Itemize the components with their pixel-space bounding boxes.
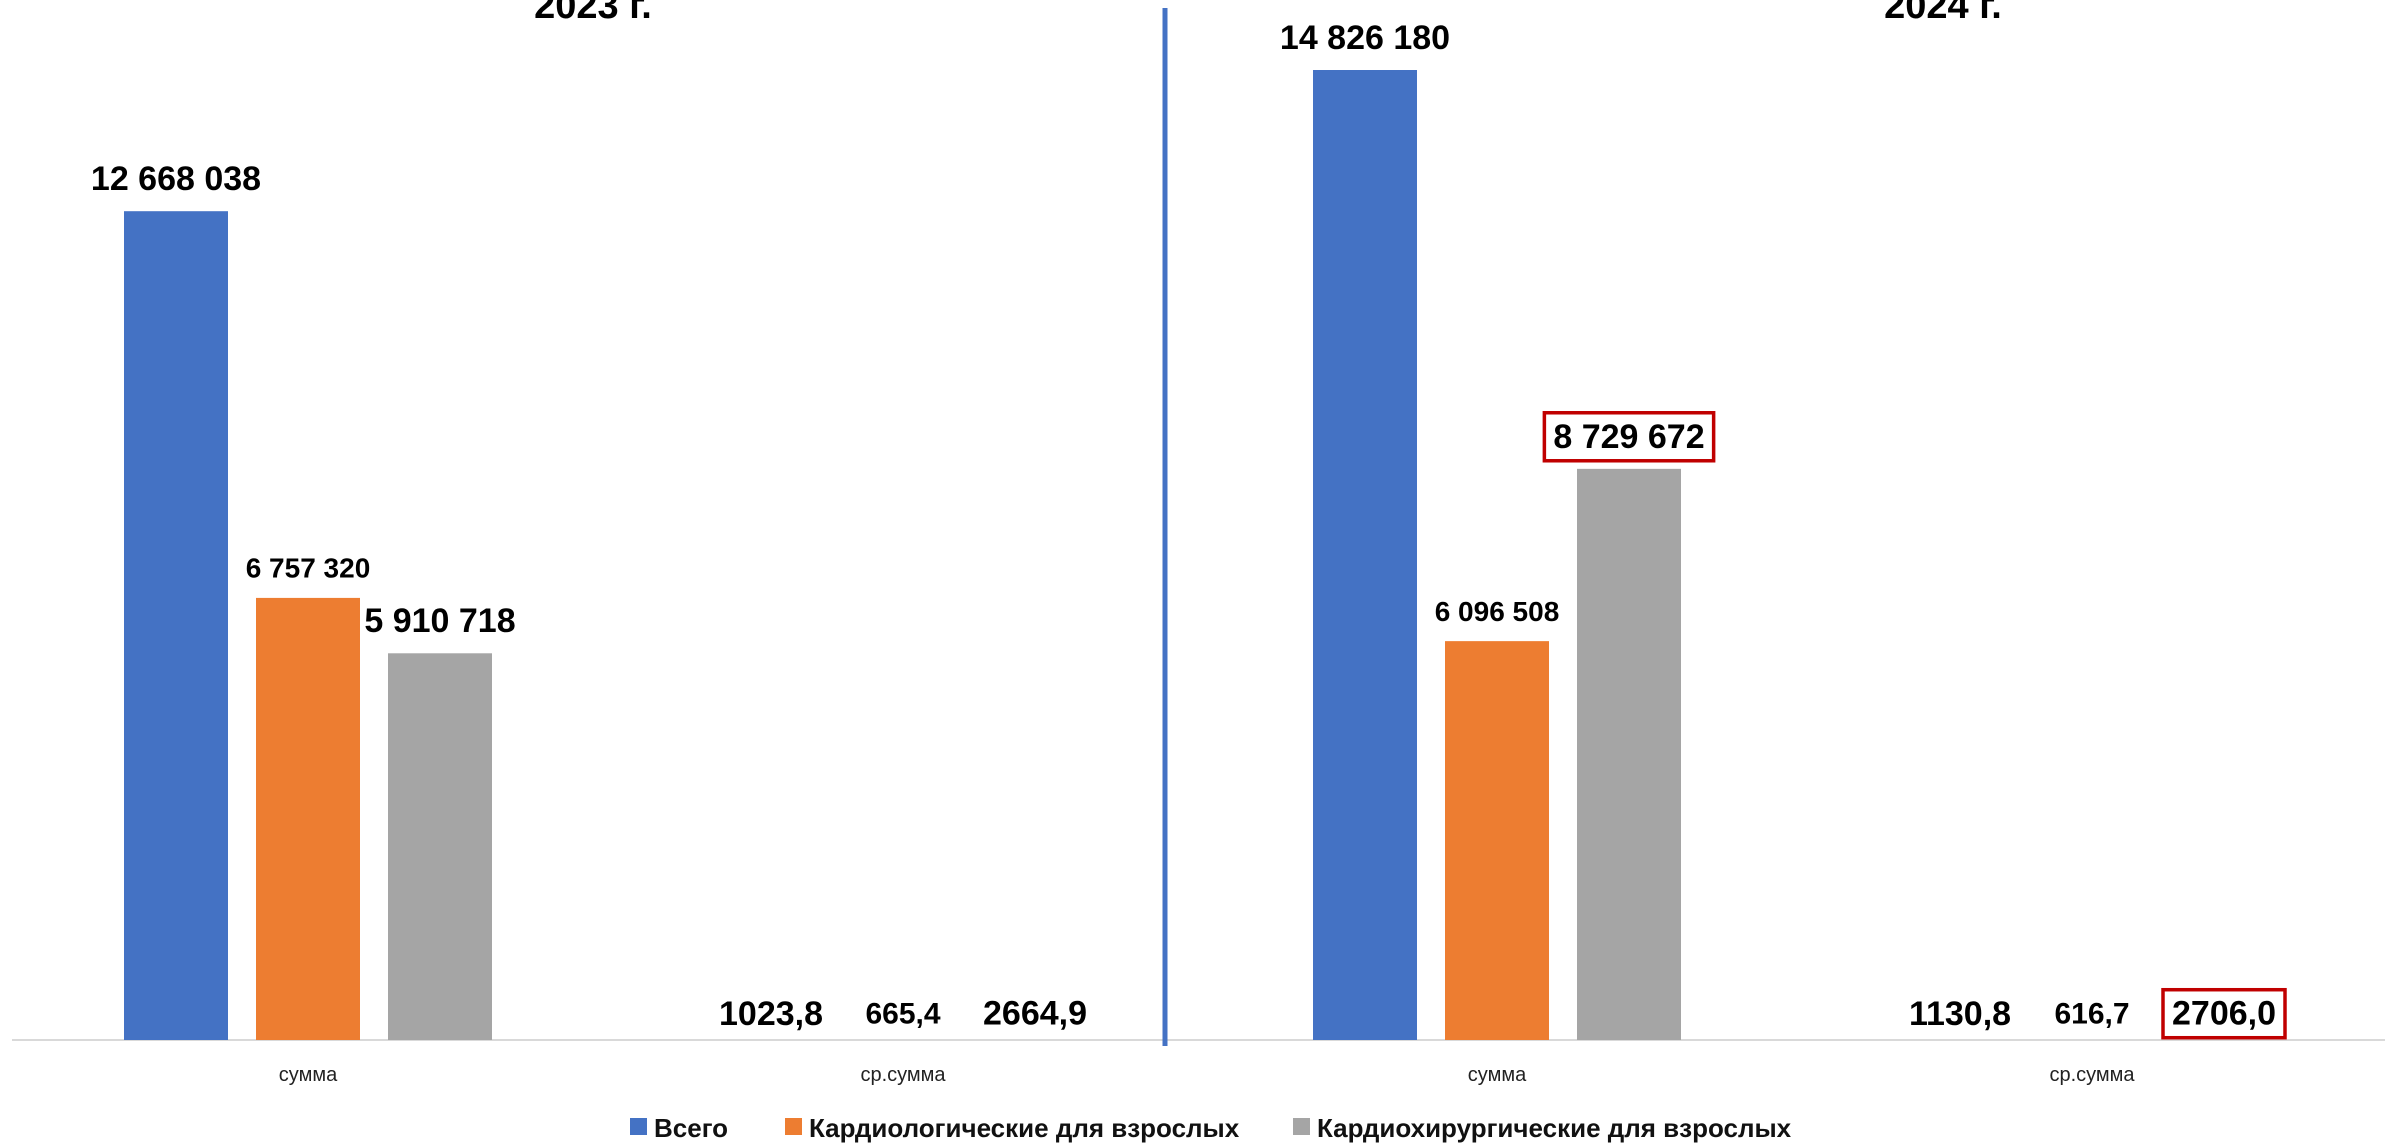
bar	[1577, 468, 1681, 1040]
legend-swatch	[1293, 1118, 1310, 1135]
category-label: ср.сумма	[860, 1064, 946, 1086]
panel-title: 2023 г.	[534, 0, 652, 27]
category-label: сумма	[1468, 1064, 1527, 1086]
data-label: 14 826 180	[1280, 19, 1450, 57]
bar	[1313, 70, 1417, 1040]
data-label: 1023,8	[719, 995, 823, 1033]
data-label: 616,7	[2054, 997, 2129, 1030]
bar	[1445, 641, 1549, 1040]
data-label: 8 729 672	[1553, 418, 1704, 456]
data-label: 12 668 038	[91, 160, 261, 198]
data-label: 2664,9	[983, 995, 1087, 1033]
bar	[388, 653, 492, 1040]
legend-swatch	[785, 1118, 802, 1135]
data-label: 6 757 320	[246, 553, 371, 584]
legend-label: Кардиологические для взрослых	[809, 1113, 1240, 1143]
data-label: 2706,0	[2172, 995, 2276, 1033]
bar	[256, 597, 360, 1040]
highlight-box	[1542, 411, 1716, 463]
data-label: 1130,8	[1909, 995, 2011, 1033]
panel-title: 2024 г.	[1884, 0, 2002, 27]
legend-swatch	[630, 1118, 647, 1135]
highlight-box	[2161, 987, 2287, 1040]
category-label: сумма	[279, 1064, 338, 1086]
legend-label: Всего	[654, 1113, 728, 1143]
data-label: 5 910 718	[364, 602, 515, 640]
category-label: ср.сумма	[2049, 1064, 2135, 1086]
legend-label: Кардиохирургические для взрослых	[1317, 1113, 1792, 1143]
data-label: 665,4	[865, 997, 940, 1030]
bar	[124, 211, 228, 1040]
data-label: 6 096 508	[1435, 596, 1560, 627]
